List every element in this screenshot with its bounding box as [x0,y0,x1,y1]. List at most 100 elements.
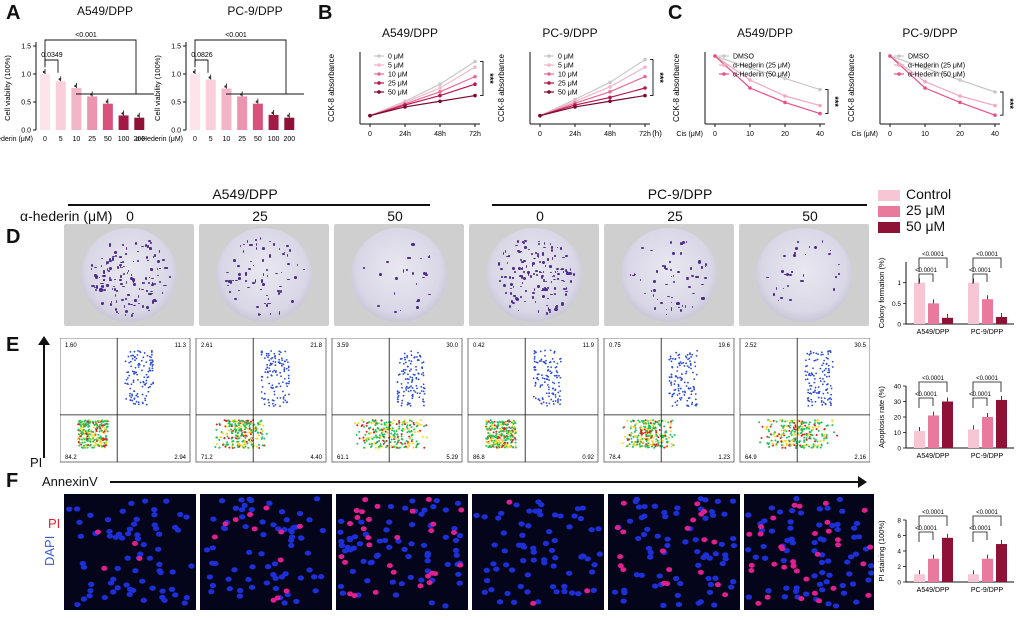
event-dot [542,401,545,404]
colony-dot [280,290,283,294]
dapi-nucleus [456,533,464,539]
event-dot [92,444,95,447]
event-dot [513,427,516,430]
colony-dot [405,269,409,271]
data-point [271,111,274,115]
data-point [121,112,124,115]
legend-marker [377,54,381,58]
event-dot [791,429,794,432]
colony-dot [254,279,256,283]
event-dot [641,420,644,423]
event-dot [493,428,496,431]
colony-dot [686,279,690,281]
event-dot [550,398,553,401]
event-dot [103,423,106,426]
colony-dot [117,313,119,315]
event-dot [813,419,816,422]
pi-nucleus [101,565,108,571]
colony-dot [691,305,693,309]
event-dot [541,377,544,379]
event-dot [822,392,825,395]
pi-nucleus [758,524,765,530]
event-dot [825,424,828,427]
event-dot [691,401,694,404]
x-tick-label: 20 [781,131,789,138]
pi-nucleus [136,555,143,561]
quadrant-ur: 11.3 [175,343,187,349]
event-dot [812,391,815,394]
event-dot [281,364,283,367]
event-dot [829,401,832,404]
event-dot [356,442,359,445]
event-dot [818,391,820,393]
dapi-nucleus [220,525,228,531]
dapi-nucleus [836,496,844,503]
pi-nucleus [296,523,303,529]
event-dot [788,435,791,438]
event-dot [651,441,654,444]
event-dot [487,435,490,438]
dapi-nucleus [816,581,824,587]
dapi-nucleus [350,545,358,551]
event-dot [279,405,281,408]
event-dot [487,420,490,423]
event-dot [387,428,390,431]
event-dot [810,372,813,375]
event-dot [130,365,133,368]
event-dot [262,424,265,427]
event-dot [128,361,131,364]
colony-dot [108,266,112,270]
p-value: <0.0001 [922,376,945,382]
event-dot [222,443,225,446]
colony-dot [116,290,118,292]
fluorescence-tile [336,494,468,610]
event-dot [365,424,368,427]
series-point [748,78,752,82]
event-dot [268,367,271,370]
colony-dot [784,273,786,276]
legend-label: 5 μM [558,63,574,70]
event-dot [654,445,657,448]
event-dot [556,371,559,374]
event-dot [417,372,420,375]
colony-dot [100,283,104,285]
event-dot [419,423,422,426]
event-dot [496,443,499,446]
colony-dot [415,283,418,286]
event-dot [493,420,496,423]
event-dot [410,426,413,429]
colony-dot [261,247,265,251]
x-tick-label: 48h [434,131,446,138]
event-dot [81,425,84,428]
event-dot [402,373,405,375]
dapi-nucleus [245,549,253,555]
event-dot [240,429,243,432]
event-dot [554,366,557,369]
event-dot [554,394,557,396]
dapi-nucleus [428,600,436,606]
event-dot [643,437,646,440]
event-dot [502,423,505,426]
event-dot [544,349,546,352]
event-dot [534,351,537,353]
colony-dot [560,267,564,270]
event-dot [659,423,662,426]
colony-dot [231,279,235,282]
dapi-nucleus [712,575,719,581]
event-dot [687,358,689,361]
event-dot [410,368,412,371]
event-dot [793,444,796,447]
dapi-nucleus [674,505,681,511]
event-dot [803,446,806,449]
event-dot [84,425,87,428]
event-dot [411,387,414,389]
colony-dot [523,239,528,242]
event-dot [671,394,674,396]
pi-nucleus [860,561,867,567]
colony-dot [562,287,566,290]
dapi-nucleus [288,529,295,535]
event-dot [784,420,787,423]
event-dot [505,424,508,427]
event-dot [804,424,807,427]
colony-dot [262,283,266,286]
